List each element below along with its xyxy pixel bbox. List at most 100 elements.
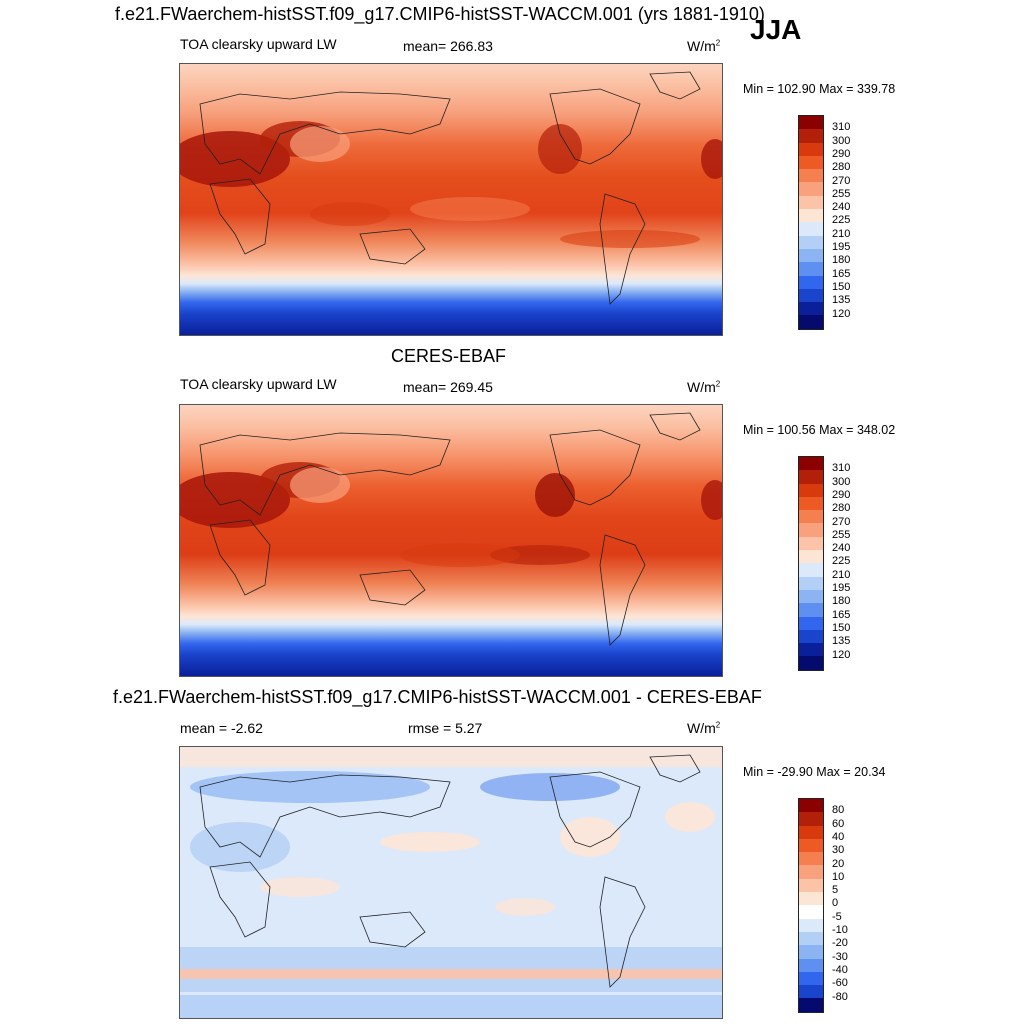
colorbar-swatch bbox=[799, 985, 823, 999]
colorbar-tick-label: 310 bbox=[832, 462, 851, 475]
colorbar-swatch bbox=[799, 222, 823, 236]
colorbar-swatch bbox=[799, 288, 823, 303]
panel3-mean-label: mean = -2.62 bbox=[180, 720, 263, 736]
colorbar-swatch bbox=[799, 799, 823, 813]
colorbar-swatch bbox=[799, 155, 823, 170]
colorbar-swatch bbox=[799, 116, 823, 130]
colorbar-tick-label: -60 bbox=[832, 977, 848, 990]
colorbar-swatch bbox=[799, 825, 823, 839]
colorbar-swatch bbox=[799, 563, 823, 577]
colorbar-tick-label: 20 bbox=[832, 857, 845, 870]
colorbar-tick-label: -10 bbox=[832, 924, 848, 936]
colorbar-tick-label: 60 bbox=[832, 817, 845, 830]
colorbar-swatch bbox=[799, 905, 823, 919]
colorbar-tick-label: 210 bbox=[832, 568, 851, 581]
colorbar-tick-label: 255 bbox=[832, 187, 851, 200]
colorbar-tick-label: 5 bbox=[832, 884, 839, 897]
colorbar-tick-label: -80 bbox=[832, 990, 848, 1003]
colorbar-tick-label: 195 bbox=[832, 241, 851, 253]
colorbar-tick-label: 150 bbox=[832, 621, 851, 634]
colorbar-tick-label: 300 bbox=[832, 475, 851, 488]
colorbar-tick-label: 165 bbox=[832, 267, 851, 280]
colorbar-swatch bbox=[799, 248, 823, 263]
colorbar-tick-label: 290 bbox=[832, 147, 851, 160]
colorbar-tick-label: 10 bbox=[832, 870, 845, 883]
colorbar-tick-label: 135 bbox=[832, 635, 851, 648]
colorbar-swatch bbox=[799, 643, 823, 657]
colorbar-swatch bbox=[799, 182, 823, 196]
panel1-mean-label: mean= 266.83 bbox=[403, 38, 493, 54]
panel1-colorbar bbox=[798, 115, 824, 330]
colorbar-swatch bbox=[799, 998, 823, 1012]
colorbar-tick-label: 30 bbox=[832, 844, 845, 857]
colorbar-swatch bbox=[799, 589, 823, 604]
colorbar-tick-label: -30 bbox=[832, 950, 848, 963]
colorbar-swatch bbox=[799, 603, 823, 617]
colorbar-swatch bbox=[799, 470, 823, 484]
colorbar-swatch bbox=[799, 865, 823, 879]
panel1-variable-label: TOA clearsky upward LW bbox=[180, 36, 337, 52]
colorbar-swatch bbox=[799, 483, 823, 497]
colorbar-swatch bbox=[799, 536, 823, 551]
colorbar-tick-label: -20 bbox=[832, 937, 848, 950]
colorbar-swatch bbox=[799, 945, 823, 959]
panel2-title: CERES-EBAF bbox=[391, 346, 507, 366]
colorbar-tick-label: 150 bbox=[832, 280, 851, 293]
colorbar-tick-label: 290 bbox=[832, 488, 851, 501]
colorbar-swatch bbox=[799, 812, 823, 826]
panel2-units: W/m2 bbox=[687, 379, 721, 395]
colorbar-tick-label: 310 bbox=[832, 121, 851, 134]
colorbar-swatch bbox=[799, 142, 823, 156]
season-label: JJA bbox=[750, 14, 802, 45]
panel2-variable-label: TOA clearsky upward LW bbox=[180, 376, 337, 392]
colorbar-swatch bbox=[799, 275, 823, 289]
colorbar-tick-label: 80 bbox=[832, 804, 845, 817]
colorbar-swatch bbox=[799, 496, 823, 511]
colorbar-tick-label: 300 bbox=[832, 134, 851, 147]
panel2-mean-label: mean= 269.45 bbox=[403, 379, 493, 395]
colorbar-tick-label: 280 bbox=[832, 161, 851, 174]
panel2-colorbar bbox=[798, 456, 824, 671]
colorbar-tick-label: 0 bbox=[832, 897, 839, 910]
colorbar-tick-label: -5 bbox=[832, 910, 842, 923]
panel1-minmax: Min = 102.90 Max = 339.78 bbox=[743, 82, 896, 96]
panel3-rmse-label: rmse = 5.27 bbox=[408, 720, 483, 736]
colorbar-tick-label: 240 bbox=[832, 542, 851, 555]
colorbar-tick-label: 135 bbox=[832, 294, 851, 307]
colorbar-swatch bbox=[799, 550, 823, 564]
panel3-colorbar bbox=[798, 798, 824, 1013]
colorbar-swatch bbox=[799, 302, 823, 316]
colorbar-swatch bbox=[799, 235, 823, 249]
panel3-map bbox=[179, 746, 723, 1019]
colorbar-tick-label: 270 bbox=[832, 515, 851, 528]
colorbar-swatch bbox=[799, 629, 823, 644]
colorbar-tick-label: 240 bbox=[832, 201, 851, 214]
panel1-title: f.e21.FWaerchem-histSST.f09_g17.CMIP6-hi… bbox=[115, 4, 765, 24]
colorbar-tick-label: 165 bbox=[832, 608, 851, 621]
colorbar-swatch bbox=[799, 931, 823, 946]
colorbar-tick-label: 180 bbox=[832, 254, 851, 267]
panel3-title: f.e21.FWaerchem-histSST.f09_g17.CMIP6-hi… bbox=[113, 687, 762, 707]
colorbar-swatch bbox=[799, 209, 823, 223]
colorbar-tick-label: 120 bbox=[832, 648, 851, 661]
colorbar-tick-label: 225 bbox=[832, 555, 851, 568]
colorbar-swatch bbox=[799, 838, 823, 853]
colorbar-tick-label: 210 bbox=[832, 227, 851, 240]
colorbar-swatch bbox=[799, 971, 823, 986]
colorbar-swatch bbox=[799, 878, 823, 893]
panel3-minmax: Min = -29.90 Max = 20.34 bbox=[743, 765, 886, 779]
colorbar-swatch bbox=[799, 169, 823, 183]
colorbar-swatch bbox=[799, 315, 823, 329]
panel2-minmax: Min = 100.56 Max = 348.02 bbox=[743, 423, 896, 437]
colorbar-swatch bbox=[799, 616, 823, 630]
panel1-units: W/m2 bbox=[687, 38, 721, 54]
panel3-units: W/m2 bbox=[687, 720, 721, 736]
colorbar-tick-label: 225 bbox=[832, 214, 851, 227]
colorbar-tick-label: 40 bbox=[832, 830, 845, 843]
panel1-map bbox=[179, 63, 723, 336]
colorbar-tick-label: 280 bbox=[832, 502, 851, 515]
colorbar-swatch bbox=[799, 195, 823, 210]
colorbar-swatch bbox=[799, 576, 823, 590]
colorbar-swatch bbox=[799, 457, 823, 471]
colorbar-swatch bbox=[799, 958, 823, 972]
